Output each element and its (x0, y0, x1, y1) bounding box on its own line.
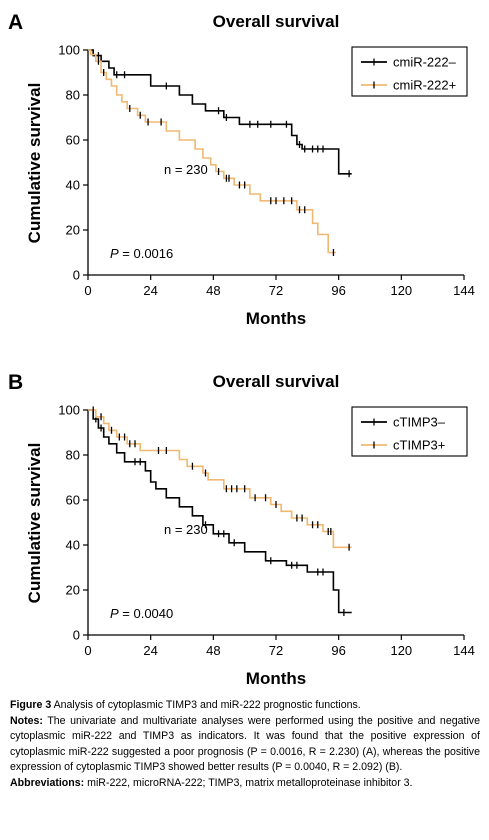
x-tick-label: 48 (206, 643, 220, 658)
figure-label: Figure 3 (10, 699, 52, 711)
x-tick-label: 72 (269, 283, 283, 298)
y-tick-label: 100 (58, 403, 80, 418)
x-tick-label: 120 (390, 643, 412, 658)
x-axis-label: Months (246, 309, 306, 328)
panel-letter: B (8, 371, 23, 394)
legend-box (351, 406, 468, 457)
p-value-symbol: P (110, 246, 119, 261)
y-tick-label: 60 (66, 133, 80, 148)
caption-abbreviations: Abbreviations: miR-222, microRNA-222; TI… (10, 776, 480, 791)
sample-size-annotation: n = 230 (164, 162, 208, 177)
y-tick-label: 0 (73, 268, 80, 283)
survival-curve-2 (88, 49, 337, 254)
caption-notes: Notes: The univariate and multivariate a… (10, 714, 480, 775)
p-value-annotation: P = 0.0016 (110, 246, 173, 261)
notes-text: The univariate and multivariate analyses… (10, 715, 480, 773)
x-tick-label: 96 (331, 283, 345, 298)
chart-title: Overall survival (213, 12, 340, 31)
abbreviations-label: Abbreviations: (10, 777, 85, 790)
y-axis-label: Cumulative survival (25, 443, 44, 604)
x-tick-label: 96 (331, 643, 345, 658)
x-tick-label: 144 (453, 283, 475, 298)
x-tick-label: 144 (453, 643, 475, 658)
y-tick-label: 100 (58, 43, 80, 58)
y-tick-label: 0 (73, 628, 80, 643)
p-value-number: = 0.0040 (119, 606, 174, 621)
y-tick-label: 20 (66, 223, 80, 238)
y-tick-label: 80 (66, 88, 80, 103)
x-axis-label: Months (246, 669, 306, 688)
p-value-annotation: P = 0.0040 (110, 606, 173, 621)
sample-size-annotation: n = 230 (164, 522, 208, 537)
figure-charts: A Overall survival 0 20 40 60 80 100 0 24 48 72 96 12… (8, 11, 475, 688)
y-tick-label: 80 (66, 448, 80, 463)
p-value-number: = 0.0016 (119, 246, 174, 261)
panel-letter: A (8, 11, 23, 34)
survival-curve-1 (88, 409, 352, 614)
legend-label: cTIMP3– (393, 415, 446, 430)
legend-label: cTIMP3+ (393, 438, 445, 453)
x-tick-label: 24 (143, 283, 157, 298)
figure-title-text: Analysis of cytoplasmic TIMP3 and miR-22… (51, 699, 361, 711)
x-tick-label: 0 (84, 643, 91, 658)
y-axis-label: Cumulative survival (25, 83, 44, 244)
x-tick-label: 0 (84, 283, 91, 298)
survival-curve-1 (88, 49, 352, 175)
y-tick-label: 60 (66, 493, 80, 508)
x-tick-label: 72 (269, 643, 283, 658)
y-tick-label: 20 (66, 583, 80, 598)
x-tick-label: 120 (390, 283, 412, 298)
x-tick-label: 24 (143, 643, 157, 658)
y-tick-label: 40 (66, 178, 80, 193)
caption-title-line: Figure 3 Analysis of cytoplasmic TIMP3 a… (10, 698, 480, 713)
legend-box (351, 46, 468, 97)
p-value-symbol: P (110, 606, 119, 621)
figure-caption: Figure 3 Analysis of cytoplasmic TIMP3 a… (10, 698, 480, 792)
chart-title: Overall survival (213, 372, 340, 391)
legend-label: cmiR-222+ (393, 78, 456, 93)
y-tick-label: 40 (66, 538, 80, 553)
abbreviations-text: miR-222, microRNA-222; TIMP3, matrix met… (84, 777, 413, 790)
notes-label: Notes: (10, 715, 43, 728)
x-tick-label: 48 (206, 283, 220, 298)
legend-label: cmiR-222– (393, 55, 457, 70)
